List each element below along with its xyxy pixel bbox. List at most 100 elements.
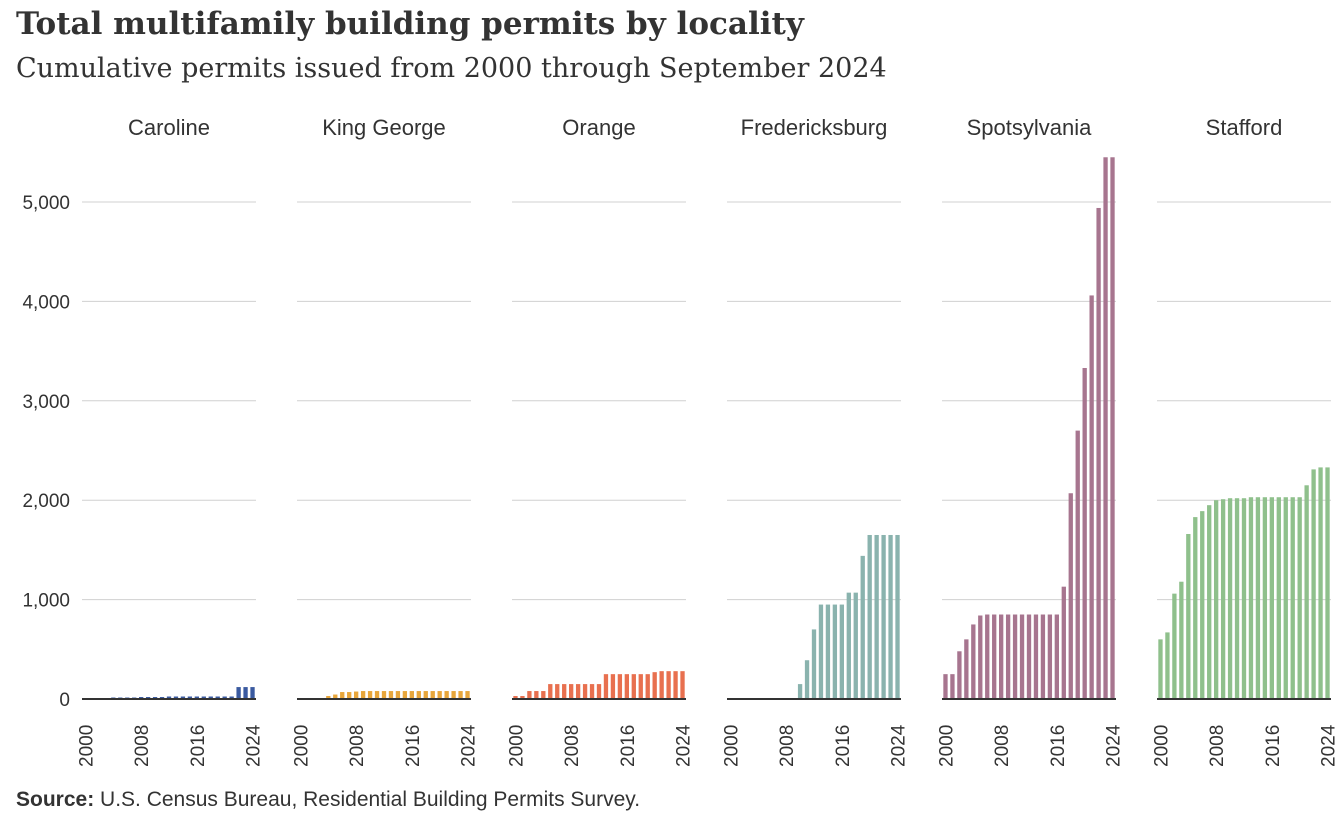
bar	[1068, 493, 1073, 699]
bar	[409, 691, 414, 699]
x-tick-label: 2024	[459, 724, 480, 767]
x-tick-label: 2016	[403, 725, 424, 767]
facet-panel: Stafford 2000 2008 2016 2024	[1151, 115, 1339, 767]
bar	[950, 674, 955, 699]
bar	[1318, 467, 1323, 699]
bar	[1082, 367, 1087, 699]
x-tick-label: 2000	[1151, 725, 1172, 767]
bar	[194, 696, 199, 699]
bar	[423, 691, 428, 699]
facet-label: Fredericksburg	[741, 115, 888, 140]
bar	[888, 534, 893, 699]
bar	[610, 674, 616, 699]
bar	[444, 691, 449, 699]
bar	[548, 684, 553, 699]
bar	[541, 691, 546, 699]
bar	[804, 660, 810, 699]
bar	[1033, 614, 1039, 699]
bar	[978, 615, 983, 699]
bar	[846, 592, 851, 699]
bar	[818, 604, 824, 699]
bar	[166, 696, 172, 699]
facet-panel: Caroline 2000 2008 2016 2024	[76, 115, 264, 767]
bar	[416, 691, 421, 699]
bar	[589, 684, 595, 699]
facet-label: King George	[322, 115, 446, 140]
y-tick-label: 0	[59, 690, 70, 711]
bar	[201, 696, 206, 699]
bar	[513, 696, 518, 699]
bar	[367, 691, 373, 699]
bar	[895, 534, 900, 699]
bar	[402, 691, 408, 699]
bar	[347, 692, 352, 699]
bar	[562, 684, 567, 699]
bar	[1234, 498, 1240, 699]
bar	[645, 674, 650, 699]
bar	[1089, 295, 1094, 699]
bar	[437, 691, 442, 699]
bar	[999, 614, 1004, 699]
chart-title: Total multifamily building permits by lo…	[16, 6, 804, 42]
bar	[881, 534, 886, 699]
bar	[1248, 497, 1254, 699]
bar	[555, 684, 560, 699]
bar	[527, 691, 532, 699]
x-tick-label: 2016	[1048, 725, 1069, 767]
bar	[360, 691, 366, 699]
x-tick-label: 2000	[291, 725, 312, 767]
bar	[985, 614, 990, 699]
bar	[1165, 632, 1170, 699]
bar	[680, 671, 685, 699]
bar	[971, 624, 976, 699]
bar	[1262, 497, 1268, 699]
x-tick-label: 2008	[1207, 725, 1228, 767]
bar	[867, 534, 872, 699]
facet-panel: Spotsylvania 2000 2008 2016 2024	[936, 115, 1124, 767]
bar	[617, 674, 623, 699]
x-tick-label: 2000	[936, 725, 957, 767]
bar	[1186, 533, 1191, 699]
y-tick-label: 1,000	[22, 591, 70, 612]
source-note: Source: U.S. Census Bureau, Residential …	[16, 788, 640, 812]
bar	[229, 696, 234, 699]
bar	[596, 684, 602, 699]
bar	[1103, 157, 1108, 699]
bar	[1075, 430, 1080, 699]
x-tick-label: 2016	[833, 725, 854, 767]
bar	[624, 674, 629, 699]
bar	[652, 672, 657, 699]
bar	[1227, 498, 1233, 699]
bar	[575, 684, 581, 699]
bar	[374, 691, 380, 699]
x-tick-label: 2024	[674, 724, 695, 767]
x-tick-label: 2024	[1104, 724, 1125, 767]
bar	[1255, 497, 1261, 699]
bar	[1026, 614, 1032, 699]
bar	[1283, 497, 1288, 699]
x-tick-label: 2024	[244, 724, 265, 767]
bar	[825, 604, 831, 699]
bar	[957, 651, 962, 699]
bar	[180, 696, 186, 699]
bar	[797, 684, 803, 699]
facet-label: Spotsylvania	[967, 115, 1093, 140]
bar	[1297, 497, 1302, 699]
bar	[326, 696, 331, 699]
bar	[333, 694, 338, 699]
bar	[250, 687, 255, 699]
y-tick-label: 4,000	[22, 292, 70, 313]
y-tick-label: 2,000	[22, 491, 70, 512]
bar	[222, 696, 227, 699]
bar	[354, 691, 359, 699]
bar	[465, 691, 470, 699]
x-tick-label: 2008	[132, 725, 153, 767]
bar	[1054, 614, 1059, 699]
bar	[1096, 207, 1101, 700]
bar	[1214, 500, 1219, 699]
bar	[853, 592, 858, 699]
x-tick-label: 2008	[777, 725, 798, 767]
bar	[1325, 467, 1330, 699]
facet-label: Orange	[562, 115, 635, 140]
x-tick-label: 2024	[889, 724, 910, 767]
